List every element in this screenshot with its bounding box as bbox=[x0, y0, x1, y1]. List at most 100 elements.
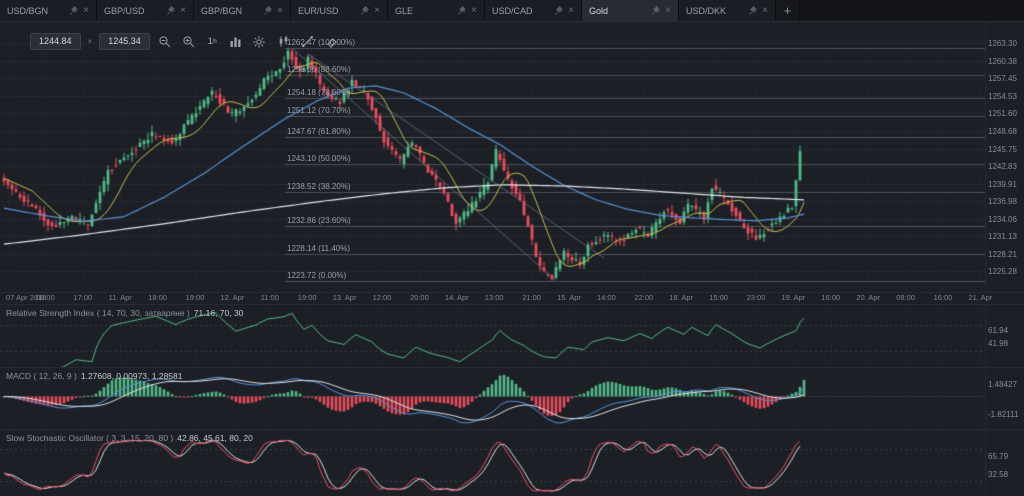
time-axis-label: 12. Apr bbox=[220, 293, 245, 302]
price-axis-label: 1260.38 bbox=[988, 56, 1017, 66]
pin-icon[interactable] bbox=[70, 6, 79, 15]
tab-close-icon[interactable]: × bbox=[665, 4, 671, 16]
rsi-panel: Relative Strength Index ( 14, 70, 30, за… bbox=[0, 304, 1024, 368]
fib-level-label: 1223.72 (0.00%) bbox=[287, 270, 347, 280]
pin-icon[interactable] bbox=[361, 6, 370, 15]
sell-price-button[interactable]: 1244.84 bbox=[30, 33, 81, 50]
fib-level-label: 1232.86 (23.60%) bbox=[287, 215, 351, 225]
tab-gold[interactable]: Gold × bbox=[582, 0, 679, 21]
time-axis-label: 18. Apr bbox=[669, 293, 694, 302]
price-axis-label: 1239.91 bbox=[988, 179, 1017, 189]
pin-icon[interactable] bbox=[458, 6, 467, 15]
time-axis-label: 11:00 bbox=[260, 293, 279, 302]
pin-icon[interactable] bbox=[555, 6, 564, 15]
rsi-values: 71.16, 70, 30 bbox=[193, 308, 244, 318]
price-axis-label: 1251.60 bbox=[988, 109, 1017, 119]
rsi-axis-label: 41.98 bbox=[988, 339, 1009, 349]
stochastic-label: Slow Stochastic Oscillator ( 3, 3, 15, 2… bbox=[6, 433, 174, 443]
new-tab-button[interactable]: + bbox=[776, 0, 800, 21]
price-axis-label: 1263.30 bbox=[988, 39, 1017, 49]
time-axis-label: 15:00 bbox=[709, 293, 728, 302]
trendline-tool-button[interactable] bbox=[299, 33, 316, 50]
time-axis-label: 21:00 bbox=[522, 293, 541, 302]
tab-label: GBP/BGN bbox=[201, 5, 243, 16]
fib-level-label: 1243.10 (50.00%) bbox=[287, 154, 351, 164]
zoom-out-icon bbox=[159, 35, 171, 47]
fib-level-label: 1262.47 (100.00%) bbox=[287, 38, 356, 48]
price-axis-label: 1248.68 bbox=[988, 126, 1017, 136]
time-axis-label: 13. Apr bbox=[332, 293, 357, 302]
time-axis-label: 20:00 bbox=[410, 293, 429, 302]
buy-price-button[interactable]: 1245.34 bbox=[99, 33, 150, 50]
candlestick-icon bbox=[279, 35, 287, 47]
tab-gle[interactable]: GLE × bbox=[388, 0, 485, 21]
macd-canvas[interactable] bbox=[0, 368, 1024, 430]
price-axis-label: 1234.06 bbox=[988, 214, 1017, 224]
timeframe-unit: h bbox=[213, 38, 217, 45]
tab-close-icon[interactable]: × bbox=[374, 4, 380, 16]
tab-gbp-usd[interactable]: GBP/USD × bbox=[97, 0, 194, 21]
price-axis-label: 1228.21 bbox=[988, 249, 1017, 259]
tab-label: GLE bbox=[395, 5, 414, 16]
tab-label: Gold bbox=[589, 5, 609, 16]
tab-close-icon[interactable]: × bbox=[277, 4, 283, 16]
fib-level-label: 1254.18 (78.60%) bbox=[287, 87, 351, 97]
time-axis-label: 14. Apr bbox=[444, 293, 469, 302]
tab-close-icon[interactable]: × bbox=[471, 4, 477, 16]
fib-level-label: 1258.06 (88.60%) bbox=[287, 64, 351, 74]
pin-icon[interactable] bbox=[264, 6, 273, 15]
price-axis-label: 1245.75 bbox=[988, 144, 1017, 154]
macd-values: 1.27608, 0.00973, 1.28581 bbox=[80, 371, 183, 381]
tab-usd-dkk[interactable]: USD/DKK × bbox=[679, 0, 776, 21]
zoom-in-button[interactable] bbox=[181, 33, 198, 50]
rsi-label: Relative Strength Index ( 14, 70, 30, за… bbox=[6, 308, 190, 318]
main-chart-canvas[interactable] bbox=[0, 22, 1024, 292]
price-axis-label: 1257.45 bbox=[988, 74, 1017, 84]
settings-button[interactable] bbox=[251, 33, 268, 50]
time-axis-label: 19:00 bbox=[185, 293, 205, 302]
tab-label: USD/CAD bbox=[492, 5, 533, 16]
time-axis-label: 08:00 bbox=[896, 293, 915, 302]
time-axis: 07 Apr 2016 08:00 17:00 11. Apr 18:00 19:00 12… bbox=[0, 292, 1024, 304]
tab-close-icon[interactable]: × bbox=[762, 4, 768, 16]
zoom-in-icon bbox=[183, 35, 195, 47]
time-axis-label: 07 Apr 2016 bbox=[6, 293, 47, 302]
pin-icon[interactable] bbox=[749, 6, 758, 15]
tab-eur-usd[interactable]: EUR/USD × bbox=[291, 0, 388, 21]
tab-usd-cad[interactable]: USD/CAD × bbox=[485, 0, 582, 21]
price-axis-label: 1242.83 bbox=[988, 162, 1017, 172]
pin-icon[interactable] bbox=[652, 6, 661, 15]
time-axis-label: 16:00 bbox=[821, 293, 841, 302]
time-axis-label: 20. Apr bbox=[856, 293, 881, 302]
chart-columns-button[interactable] bbox=[227, 33, 244, 50]
tab-usd-bgn[interactable]: USD/BGN × bbox=[0, 0, 97, 21]
candlestick-style-button[interactable] bbox=[275, 33, 292, 50]
time-axis-label: 15. Apr bbox=[557, 293, 581, 302]
time-axis-label: 12:00 bbox=[372, 293, 392, 302]
price-axis-label: 1254.53 bbox=[988, 91, 1017, 101]
time-axis-label: 21. Apr bbox=[968, 293, 993, 302]
time-axis-label: 17:00 bbox=[73, 293, 93, 302]
stochastic-panel: Slow Stochastic Oscillator ( 3, 3, 15, 2… bbox=[0, 429, 1024, 496]
tab-bar: USD/BGN × GBP/USD × GBP/BGN × EUR/USD × GLE × USD/… bbox=[0, 0, 1024, 22]
time-axis-label: 08:00 bbox=[36, 293, 55, 302]
macd-label: MACD ( 12, 26, 9 ) bbox=[6, 371, 77, 381]
stochastic-canvas[interactable] bbox=[0, 430, 1024, 496]
eraser-tool-button[interactable] bbox=[323, 33, 340, 50]
zoom-out-button[interactable] bbox=[157, 33, 174, 50]
tab-close-icon[interactable]: × bbox=[180, 4, 186, 16]
tab-close-icon[interactable]: × bbox=[83, 4, 89, 16]
macd-axis-label: -1.82111 bbox=[988, 410, 1019, 419]
time-axis-label: 14:00 bbox=[597, 293, 616, 302]
time-axis-label: 19. Apr bbox=[781, 293, 806, 302]
rsi-canvas[interactable] bbox=[0, 305, 1024, 368]
stochastic-values: 42.86, 45.61, 80, 20 bbox=[177, 433, 253, 443]
time-axis-label: 16:00 bbox=[933, 293, 953, 302]
pin-icon[interactable] bbox=[167, 6, 176, 15]
tab-close-icon[interactable]: × bbox=[568, 4, 574, 16]
tab-gbp-bgn[interactable]: GBP/BGN × bbox=[194, 0, 291, 21]
fib-level-label: 1238.52 (38.20%) bbox=[287, 181, 351, 191]
